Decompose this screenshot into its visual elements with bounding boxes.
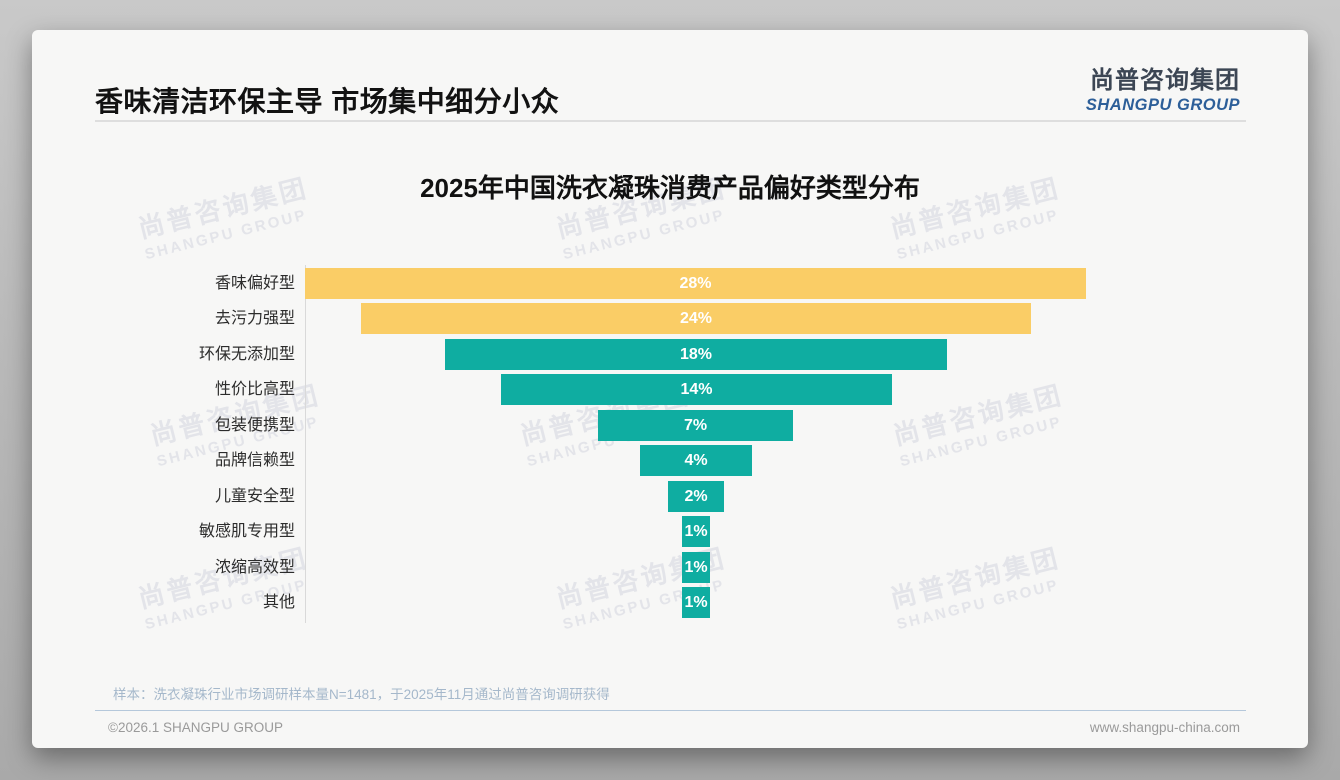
- axis-line: [305, 265, 306, 623]
- bar: 4%: [640, 445, 752, 476]
- bar-value-label: 18%: [679, 345, 713, 363]
- category-label: 包装便携型: [214, 417, 295, 434]
- funnel-chart: 香味偏好型 28% 去污力强型 24% 环保无添加型 18% 性价比高型 14%…: [32, 30, 1308, 748]
- bar: 1%: [682, 516, 710, 547]
- bar: 7%: [598, 410, 793, 441]
- bar-value-label: 2%: [684, 487, 708, 505]
- category-label: 品牌信赖型: [214, 452, 295, 469]
- bar-value-label: 24%: [679, 309, 713, 327]
- company-logo: 尚普咨询集团 SHANGPU GROUP: [1086, 60, 1240, 115]
- footer-website: www.shangpu-china.com: [1089, 720, 1240, 735]
- chart-row: 品牌信赖型 4%: [32, 445, 1308, 476]
- chart-row: 儿童安全型 2%: [32, 481, 1308, 512]
- category-label: 其他: [262, 594, 295, 611]
- bar: 28%: [305, 268, 1086, 299]
- chart-row: 敏感肌专用型 1%: [32, 516, 1308, 547]
- bar: 14%: [501, 374, 892, 405]
- category-label: 敏感肌专用型: [198, 523, 295, 540]
- chart-row: 去污力强型 24%: [32, 303, 1308, 334]
- logo-cn-text: 尚普咨询集团: [1090, 67, 1240, 94]
- category-label: 性价比高型: [214, 381, 295, 398]
- logo-en-text: SHANGPU GROUP: [1085, 96, 1240, 114]
- category-label: 环保无添加型: [198, 346, 295, 363]
- category-label: 浓缩高效型: [214, 559, 295, 576]
- sample-note: 样本：洗衣凝珠行业市场调研样本量N=1481，于2025年11月通过尚普咨询调研…: [113, 687, 610, 702]
- bar-value-label: 4%: [684, 451, 708, 469]
- chart-row: 包装便携型 7%: [32, 410, 1308, 441]
- category-label: 去污力强型: [214, 310, 295, 327]
- chart-title: 2025年中国洗衣凝珠消费产品偏好类型分布: [420, 173, 920, 203]
- bar-value-label: 1%: [684, 558, 708, 576]
- chart-row: 性价比高型 14%: [32, 374, 1308, 405]
- footer-divider: [95, 710, 1246, 711]
- category-label: 儿童安全型: [214, 488, 295, 505]
- bar: 18%: [445, 339, 947, 370]
- page-title: 香味清洁环保主导 市场集中细分小众: [95, 86, 560, 117]
- chart-row: 香味偏好型 28%: [32, 268, 1308, 299]
- bar: 1%: [682, 587, 710, 618]
- bar-value-label: 1%: [684, 522, 708, 540]
- bar: 24%: [361, 303, 1031, 334]
- chart-row: 环保无添加型 18%: [32, 339, 1308, 370]
- bar-value-label: 28%: [679, 274, 712, 292]
- bar: 2%: [668, 481, 724, 512]
- category-label: 香味偏好型: [214, 275, 295, 292]
- bar-value-label: 7%: [683, 416, 708, 434]
- bar: 1%: [682, 552, 710, 583]
- chart-row: 浓缩高效型 1%: [32, 552, 1308, 583]
- footer-copyright: ©2026.1 SHANGPU GROUP: [108, 720, 284, 735]
- bar-value-label: 1%: [684, 593, 708, 611]
- bar-value-label: 14%: [680, 380, 713, 398]
- chart-row: 其他 1%: [32, 587, 1308, 618]
- title-divider: [95, 120, 1246, 122]
- slide-card: 尚普咨询集团 SHANGPU GROUP 尚普咨询集团 SHANGPU GROU…: [32, 30, 1308, 748]
